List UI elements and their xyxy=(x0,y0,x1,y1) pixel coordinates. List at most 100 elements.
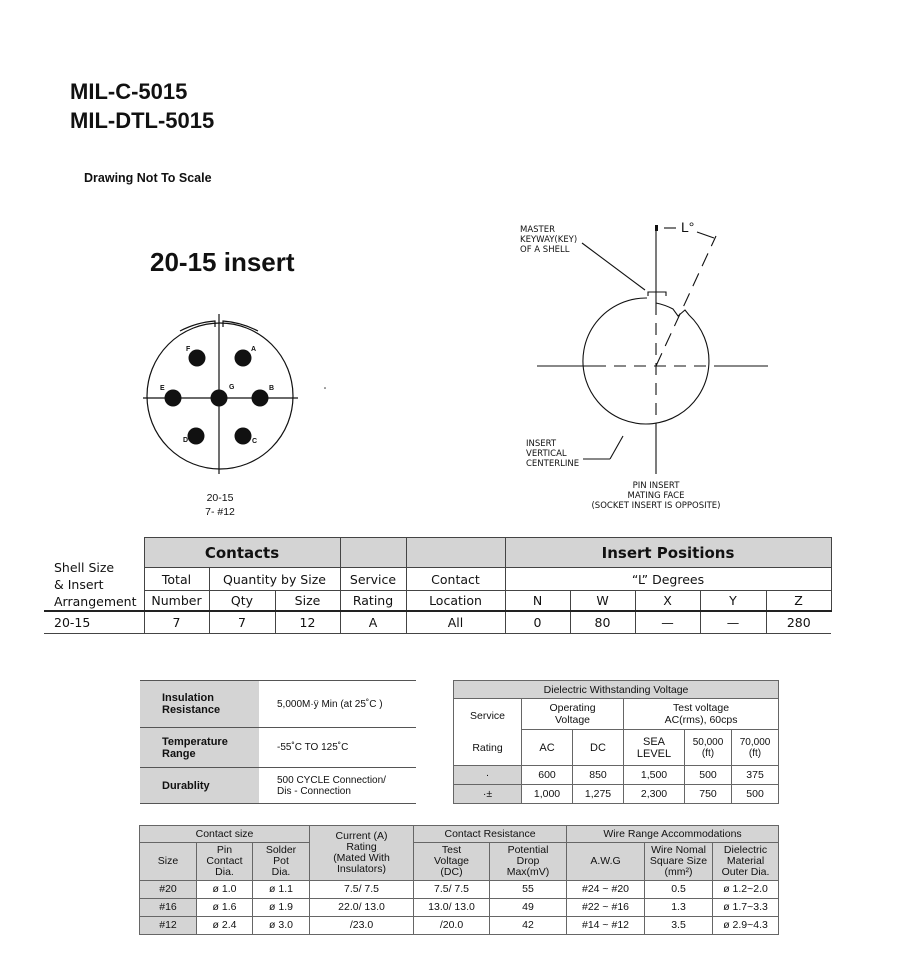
keyway-label: MASTER KEYWAY(KEY) OF A SHELL xyxy=(520,225,577,255)
header-line: Shell Size xyxy=(54,560,115,575)
cell: ·± xyxy=(453,784,522,804)
header-line: Pot xyxy=(273,855,289,867)
pin-label: C xyxy=(252,438,258,445)
shell-circle xyxy=(582,297,710,425)
header-line: Current (A) xyxy=(335,830,388,842)
total-header: Total xyxy=(143,567,210,591)
header-line: Material xyxy=(726,855,765,867)
cell: 850 xyxy=(572,765,624,785)
test-voltage-header: Test Voltage (DC) xyxy=(413,842,490,881)
cell: 0.5 xyxy=(644,880,714,899)
properties-table: Insulation Resistance 5,000M·ÿ Min (at 25… xyxy=(140,680,416,804)
contact-pin xyxy=(234,427,252,445)
table-row: Temperature Range -55˚C TO 125˚C xyxy=(140,727,416,768)
cell: 1,500 xyxy=(623,765,685,785)
header-line: (ft) xyxy=(748,747,762,759)
header-line: Rating xyxy=(346,841,377,853)
cell: #14 ~ #12 xyxy=(566,916,646,935)
value-line: Dis - Connection xyxy=(277,785,351,797)
sea-level-header: SEA LEVEL xyxy=(623,729,685,766)
cell: 1.3 xyxy=(644,898,714,917)
pin-label: E xyxy=(160,385,165,392)
pin-label: A xyxy=(251,346,257,353)
cell: 7.5/ 7.5 xyxy=(309,880,414,899)
contact-count: 7- #12 xyxy=(205,506,235,518)
cell: ø 2.9~4.3 xyxy=(712,916,780,935)
arrangement-caption: 20-15 7- #12 xyxy=(180,491,260,519)
cell: 22.0/ 13.0 xyxy=(309,898,414,917)
cell: 42 xyxy=(488,916,568,935)
header-line: (ft) xyxy=(701,747,715,759)
centerline-label: INSERT VERTICAL CENTERLINE xyxy=(526,439,579,469)
insert-face-drawing xyxy=(143,225,768,474)
header-line: Rating xyxy=(472,742,503,754)
cell: #22 ~ #16 xyxy=(566,898,646,917)
spec-title-1: MIL-C-5015 xyxy=(70,79,188,104)
cell: · xyxy=(453,765,522,785)
contact-pin xyxy=(251,389,269,407)
table-row: Insulation Resistance 5,000M·ÿ Min (at 25… xyxy=(140,680,416,728)
cell: 2,300 xyxy=(623,784,685,804)
test-voltage-header: Test voltage AC(rms), 60cps xyxy=(622,698,780,730)
cell: 55 xyxy=(488,880,568,899)
header-line: Insulators) xyxy=(336,863,387,875)
header-line: Operating xyxy=(549,702,596,714)
size-header: Size xyxy=(274,590,341,611)
label-line: Temperature xyxy=(162,735,228,748)
cell: 7.5/ 7.5 xyxy=(413,880,490,899)
label-line: CENTERLINE xyxy=(526,459,580,469)
dielectric-table: Dielectric Withstanding Voltage Service R… xyxy=(452,680,780,804)
service-header: Service xyxy=(339,567,407,591)
table-row: Durablity 500 CYCLE Connection/Dis - Con… xyxy=(140,767,416,804)
cell: 500 xyxy=(684,765,732,785)
cell: 13.0/ 13.0 xyxy=(413,898,490,917)
property-label: Temperature Range xyxy=(140,727,259,768)
header-line: Drop xyxy=(516,855,540,867)
table-row: · 600 850 1,500 500 375 xyxy=(453,765,780,785)
contact-pin xyxy=(210,389,228,407)
label-line: Insulation xyxy=(162,692,214,704)
potential-drop-header: Potential Drop Max(mV) xyxy=(488,842,568,881)
property-label: Insulation Resistance xyxy=(140,680,259,728)
blank-header xyxy=(339,537,407,568)
header-line: (Mated With xyxy=(333,852,390,864)
header-line: SEA xyxy=(642,735,665,748)
cell: 7 xyxy=(143,610,210,634)
pin-label: D xyxy=(183,437,189,444)
cell: ø 2.4 xyxy=(196,916,253,935)
header-line: Potential xyxy=(507,844,549,856)
header-line: Max(mV) xyxy=(506,866,550,878)
contact-pin xyxy=(164,389,182,407)
scale-note: Drawing Not To Scale xyxy=(84,171,212,185)
solder-dia-header: Solder Pot Dia. xyxy=(252,842,310,881)
mating-face-label: PIN INSERT MATING FACE (SOCKET INSERT IS… xyxy=(576,481,736,511)
angle-label: L° xyxy=(681,219,695,235)
header-line: Outer Dia. xyxy=(721,866,770,878)
cell: ø 1.7~3.3 xyxy=(712,898,780,917)
operating-voltage-header: Operating Voltage xyxy=(521,698,624,730)
header-line: (DC) xyxy=(440,866,463,878)
property-label: Durablity xyxy=(140,767,259,804)
table-row: #20 ø 1.0 ø 1.1 7.5/ 7.5 7.5/ 7.5 55 #24 ~ #20… xyxy=(139,880,780,899)
location-header: Location xyxy=(405,590,506,611)
insert-position-line xyxy=(655,235,717,367)
cell: 600 xyxy=(521,765,573,785)
service-rating-header: Service Rating xyxy=(453,698,522,766)
cell: 3.5 xyxy=(644,916,714,935)
header-line: Solder xyxy=(265,844,297,856)
cell: 1,275 xyxy=(572,784,624,804)
awg-header: A.W.G xyxy=(566,842,646,881)
header-line: Test xyxy=(441,844,462,856)
property-value: 500 CYCLE Connection/Dis - Connection xyxy=(259,767,416,804)
header-line: Contact xyxy=(206,855,243,867)
cell: ø 1.1 xyxy=(252,880,310,899)
altitude-50k-header: 50,000 (ft) xyxy=(684,729,732,766)
pin-label: G xyxy=(229,384,235,391)
header-line: Pin xyxy=(216,844,233,856)
blank-header xyxy=(405,537,506,568)
label-line: Range xyxy=(162,747,196,760)
header-line: LEVEL xyxy=(636,747,672,760)
position-header: N xyxy=(504,590,571,611)
table-row: #16 ø 1.6 ø 1.9 22.0/ 13.0 13.0/ 13.0 49 #22 ~… xyxy=(139,898,780,917)
